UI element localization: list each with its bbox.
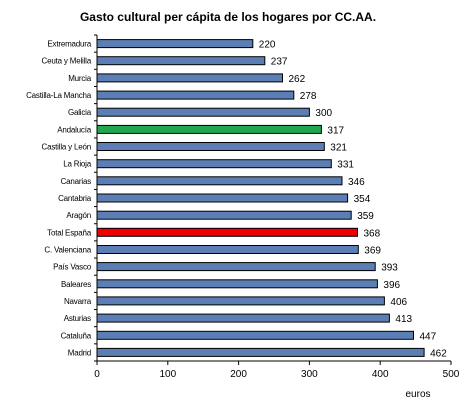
- category-label-madrid: Madrid: [68, 348, 91, 357]
- x-tick-label-300: 300: [301, 369, 318, 380]
- bar-aragon: [96, 210, 352, 220]
- value-label-c-valenciana: 369: [364, 246, 381, 257]
- category-label-total-espana: Total España: [47, 228, 92, 237]
- axes-group: 0 100 200 300 400 500: [94, 34, 460, 380]
- value-label-navarra: 406: [390, 297, 407, 308]
- x-axis-label: euros: [405, 389, 430, 400]
- bar-canarias: [96, 176, 343, 186]
- category-label-extremadura: Extremadura: [47, 40, 91, 49]
- category-label-canarias: Canarias: [61, 177, 92, 186]
- x-tick-label-200: 200: [230, 369, 247, 380]
- bar-cataluna: [96, 330, 414, 340]
- bar-cantabria: [96, 193, 349, 203]
- bar-castilla-la-mancha: [96, 90, 295, 100]
- bars-group: Extremadura 220 Ceuta y Melilla 237 Murcia 26…: [26, 39, 447, 359]
- value-label-la-rioja: 331: [337, 160, 354, 171]
- bar-total-espana: [96, 227, 358, 237]
- x-tick-label-0: 0: [94, 369, 100, 380]
- category-label-aragon: Aragón: [66, 211, 91, 220]
- category-label-asturias: Asturias: [64, 314, 91, 323]
- category-label-castilla-y-leon: Castilla y León: [42, 143, 91, 152]
- x-tick-label-500: 500: [443, 369, 460, 380]
- bar-asturias: [96, 313, 390, 323]
- category-label-galicia: Galicia: [68, 108, 92, 117]
- x-tick-label-100: 100: [159, 369, 176, 380]
- bar-pais-vasco: [96, 262, 376, 272]
- value-label-cataluna: 447: [420, 331, 437, 342]
- bar-madrid: [96, 347, 425, 357]
- value-label-murcia: 262: [289, 74, 306, 85]
- category-label-cantabria: Cantabria: [58, 194, 92, 203]
- category-label-pais-vasco: País Vasco: [53, 263, 92, 272]
- category-label-c-valenciana: C. Valenciana: [44, 246, 91, 255]
- value-label-canarias: 346: [348, 177, 365, 188]
- value-label-andalucia: 317: [327, 125, 344, 136]
- value-label-madrid: 462: [430, 348, 447, 359]
- bar-andalucia: [96, 124, 322, 134]
- category-label-baleares: Baleares: [61, 280, 91, 289]
- bar-la-rioja: [96, 159, 332, 169]
- value-label-ceuta-y-melilla: 237: [271, 57, 288, 68]
- value-label-pais-vasco: 393: [381, 263, 398, 274]
- category-label-navarra: Navarra: [64, 297, 92, 306]
- bar-c-valenciana: [96, 245, 359, 254]
- value-label-total-espana: 368: [364, 228, 381, 239]
- bar-extremadura: [96, 39, 254, 49]
- bar-baleares: [96, 279, 378, 289]
- category-label-castilla-la-mancha: Castilla-La Mancha: [26, 91, 92, 100]
- value-label-cantabria: 354: [354, 194, 371, 205]
- value-label-galicia: 300: [315, 108, 332, 119]
- chart-title: Gasto cultural per cápita de los hogares…: [80, 10, 376, 24]
- value-label-baleares: 396: [383, 280, 400, 291]
- bar-castilla-y-leon: [96, 142, 325, 151]
- x-tick-label-400: 400: [372, 369, 389, 380]
- category-label-la-rioja: La Rioja: [63, 160, 92, 169]
- value-label-aragon: 359: [357, 211, 374, 222]
- bar-galicia: [96, 107, 310, 117]
- category-label-cataluna: Cataluña: [61, 331, 92, 340]
- value-label-extremadura: 220: [259, 40, 276, 51]
- bar-ceuta-y-melilla: [96, 56, 266, 66]
- category-label-ceuta-y-melilla: Ceuta y Melilla: [42, 57, 92, 66]
- category-label-andalucia: Andalucía: [57, 125, 92, 134]
- value-label-castilla-la-mancha: 278: [300, 91, 317, 102]
- value-label-castilla-y-leon: 321: [330, 143, 347, 154]
- bar-navarra: [96, 296, 385, 306]
- bar-murcia: [96, 73, 283, 83]
- value-label-asturias: 413: [395, 314, 412, 325]
- category-label-murcia: Murcia: [68, 74, 92, 83]
